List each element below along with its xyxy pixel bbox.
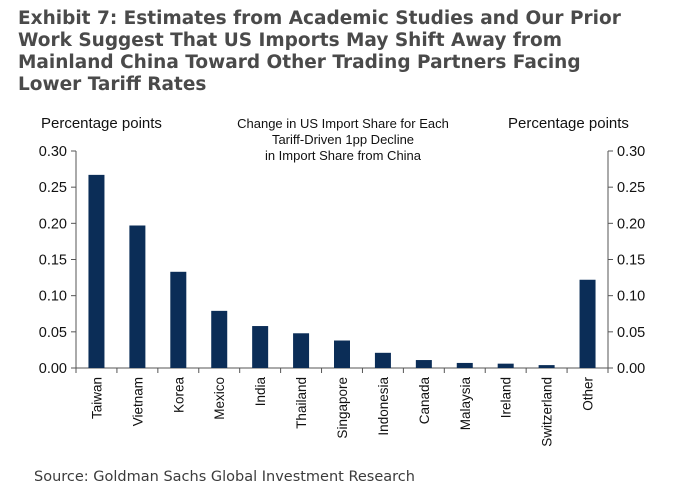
x-category-label: Switzerland	[540, 377, 555, 447]
y-tick-label-right: 0.00	[617, 361, 645, 377]
y-tick-label-left: 0.15	[39, 253, 67, 269]
y-tick-label-left: 0.30	[39, 144, 67, 160]
y-tick-label-left: 0.25	[39, 180, 67, 196]
bar-switzerland	[538, 365, 555, 368]
y-tick-label-right: 0.30	[617, 144, 645, 160]
y-tick-label-right: 0.25	[617, 180, 645, 196]
bar-singapore	[334, 340, 350, 368]
x-category-label: Taiwan	[89, 377, 104, 419]
x-category-label: Korea	[171, 377, 186, 414]
x-category-label: Other	[581, 376, 596, 410]
bar-ireland	[497, 363, 514, 368]
x-category-label: Thailand	[294, 377, 309, 429]
bar-mexico	[211, 310, 228, 368]
bar-malaysia	[456, 362, 473, 368]
y-axis-title-left: Percentage points	[41, 115, 162, 132]
y-tick-label-right: 0.10	[617, 289, 645, 305]
x-category-label: Canada	[417, 377, 432, 425]
chart-bars	[88, 174, 596, 368]
x-category-label: Singapore	[335, 377, 350, 439]
bar-india	[252, 326, 269, 368]
x-category-label: Vietnam	[130, 377, 145, 426]
bar-thailand	[293, 333, 310, 368]
bar-chart: 0.00 0.00 0.05 0.05 0.10 0.10 0.15 0.15 0.20 0.20…	[39, 115, 645, 447]
y-tick-label-left: 0.10	[39, 289, 67, 305]
bar-korea	[170, 271, 187, 368]
x-category-label: Ireland	[499, 377, 514, 418]
bar-taiwan	[88, 174, 105, 368]
x-category-label: India	[253, 377, 268, 407]
bar-indonesia	[374, 352, 391, 368]
exhibit-title: Exhibit 7: Estimates from Academic Studi…	[18, 8, 621, 95]
chart-annotation-line: Change in US Import Share for Each	[237, 116, 449, 131]
y-tick-label-left: 0.20	[39, 216, 67, 232]
y-tick-label-right: 0.05	[617, 325, 645, 341]
y-tick-label-left: 0.00	[39, 361, 67, 377]
x-category-label: Mexico	[212, 377, 227, 420]
x-category-label: Indonesia	[376, 377, 391, 436]
chart-labels: 0.00 0.00 0.05 0.05 0.10 0.10 0.15 0.15 0.20 0.20…	[39, 115, 645, 447]
y-axis-title-right: Percentage points	[508, 115, 629, 132]
bar-other	[579, 279, 596, 368]
y-tick-label-left: 0.05	[39, 325, 67, 341]
chart-axes	[71, 150, 613, 373]
source-note: Source: Goldman Sachs Global Investment …	[34, 469, 415, 485]
chart-annotation-line: Tariff-Driven 1pp Decline	[272, 132, 414, 147]
y-tick-label-right: 0.20	[617, 216, 645, 232]
bar-vietnam	[129, 225, 146, 368]
bar-canada	[415, 360, 432, 368]
x-category-label: Malaysia	[458, 377, 473, 431]
chart-annotation-line: in Import Share from China	[265, 148, 422, 163]
y-tick-label-right: 0.15	[617, 253, 645, 269]
